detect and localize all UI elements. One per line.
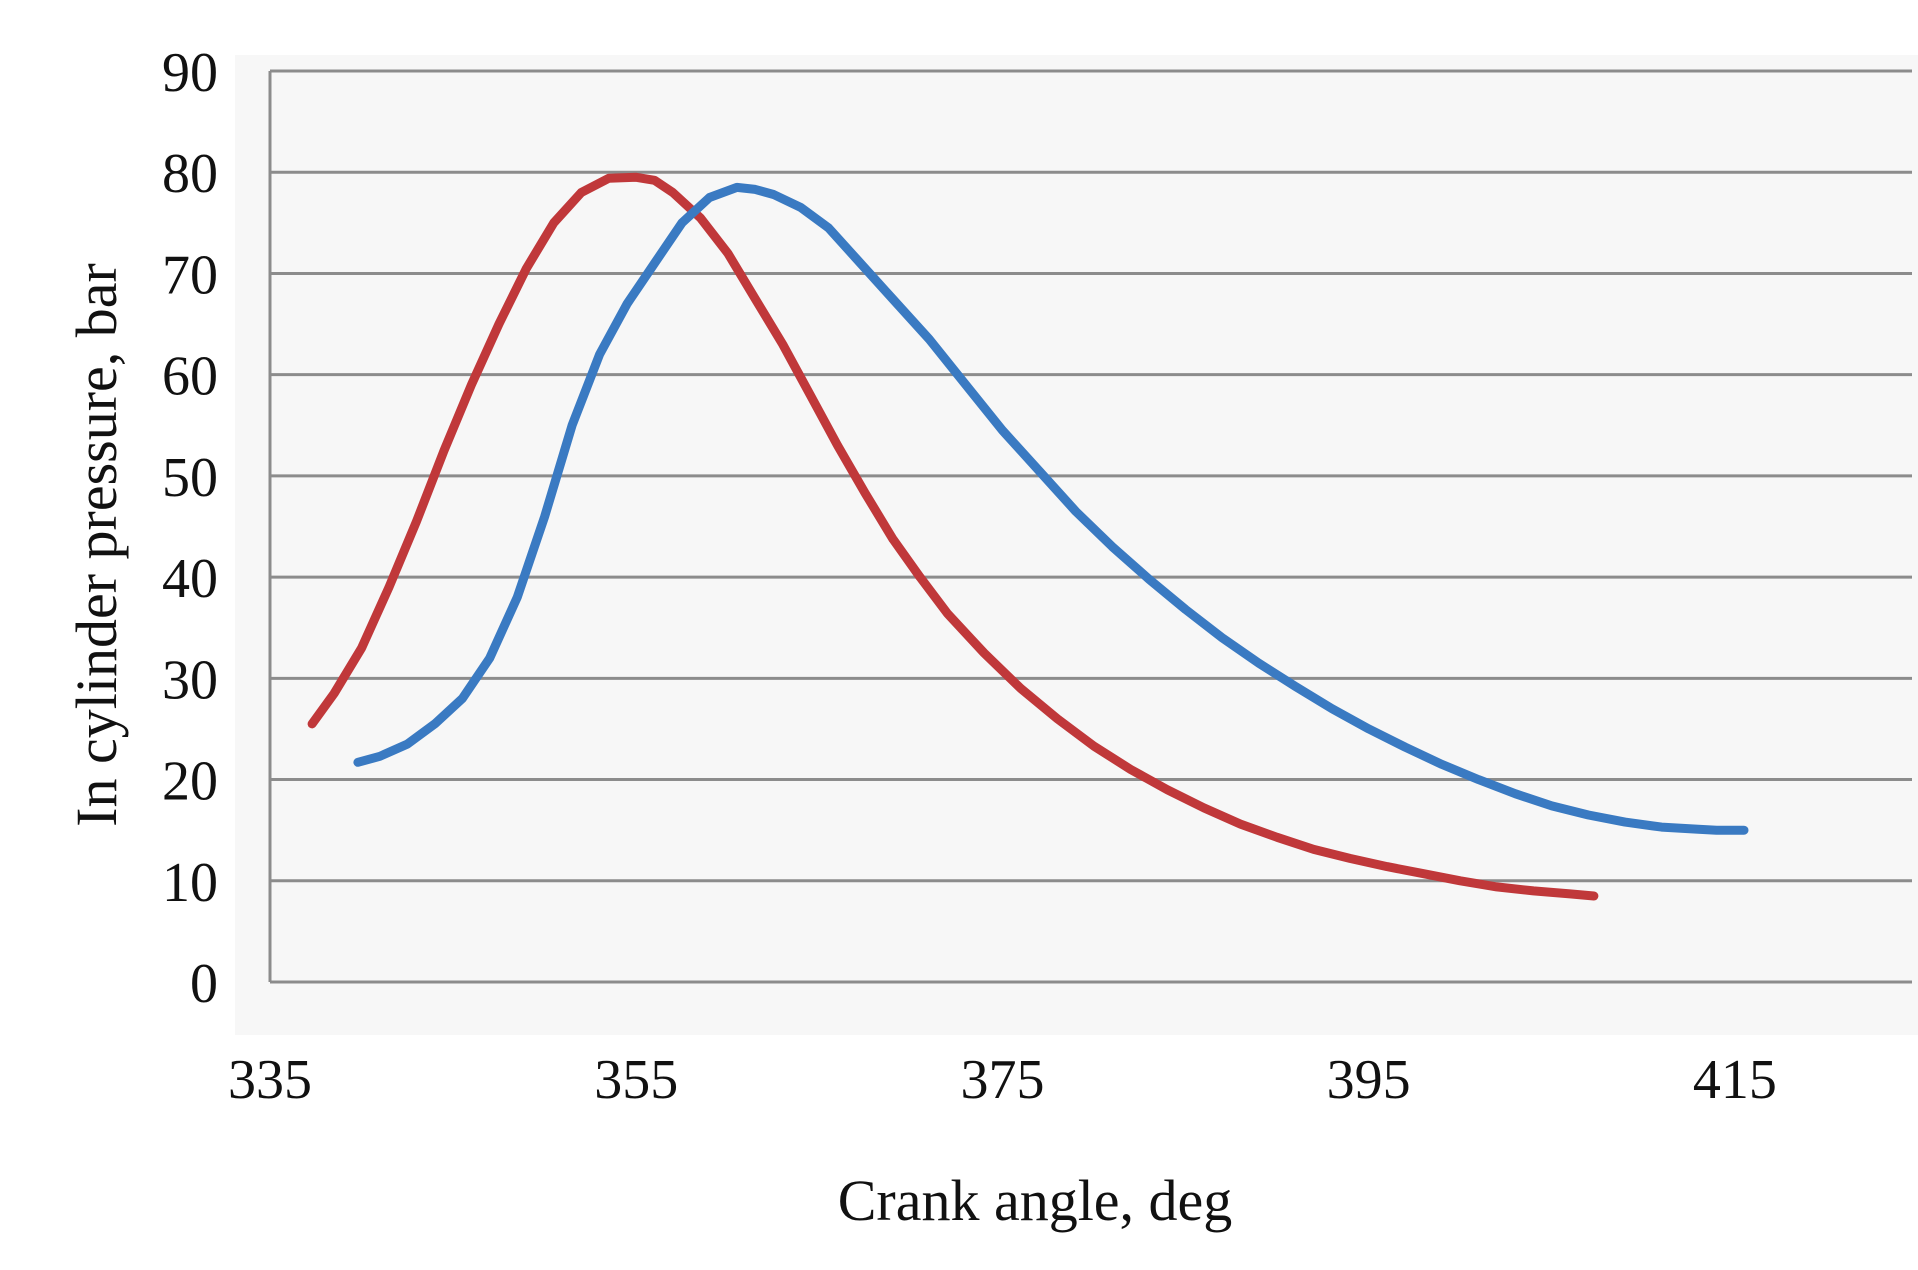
y-tick-label: 70	[162, 244, 218, 306]
y-tick-label: 90	[162, 42, 218, 104]
x-tick-label: 375	[960, 1049, 1044, 1111]
y-tick-label: 30	[162, 649, 218, 711]
y-tick-label: 20	[162, 751, 218, 813]
series-line-red	[307, 172, 1599, 901]
y-tick-label: 60	[162, 346, 218, 408]
x-axis-title: Crank angle, deg	[838, 1168, 1233, 1233]
y-tick-label: 0	[190, 953, 218, 1015]
y-tick-label: 10	[162, 852, 218, 914]
x-tick-label: 415	[1693, 1049, 1777, 1111]
y-tick-labels: 0 10 20 30 40 50 60 70 80 90	[162, 42, 218, 1015]
y-axis-title: In cylinder pressure, bar	[64, 263, 129, 827]
series-lines	[307, 172, 1749, 901]
plot-background	[235, 55, 1918, 1035]
series-line-blue	[353, 182, 1749, 835]
y-tick-label: 80	[162, 143, 218, 205]
x-tick-label: 335	[228, 1049, 312, 1111]
x-tick-label: 395	[1327, 1049, 1411, 1111]
y-tick-label: 50	[162, 447, 218, 509]
x-tick-label: 355	[594, 1049, 678, 1111]
y-tick-label: 40	[162, 548, 218, 610]
x-tick-labels: 335 355 375 395 415	[228, 1049, 1777, 1111]
grid-lines	[268, 69, 1912, 984]
